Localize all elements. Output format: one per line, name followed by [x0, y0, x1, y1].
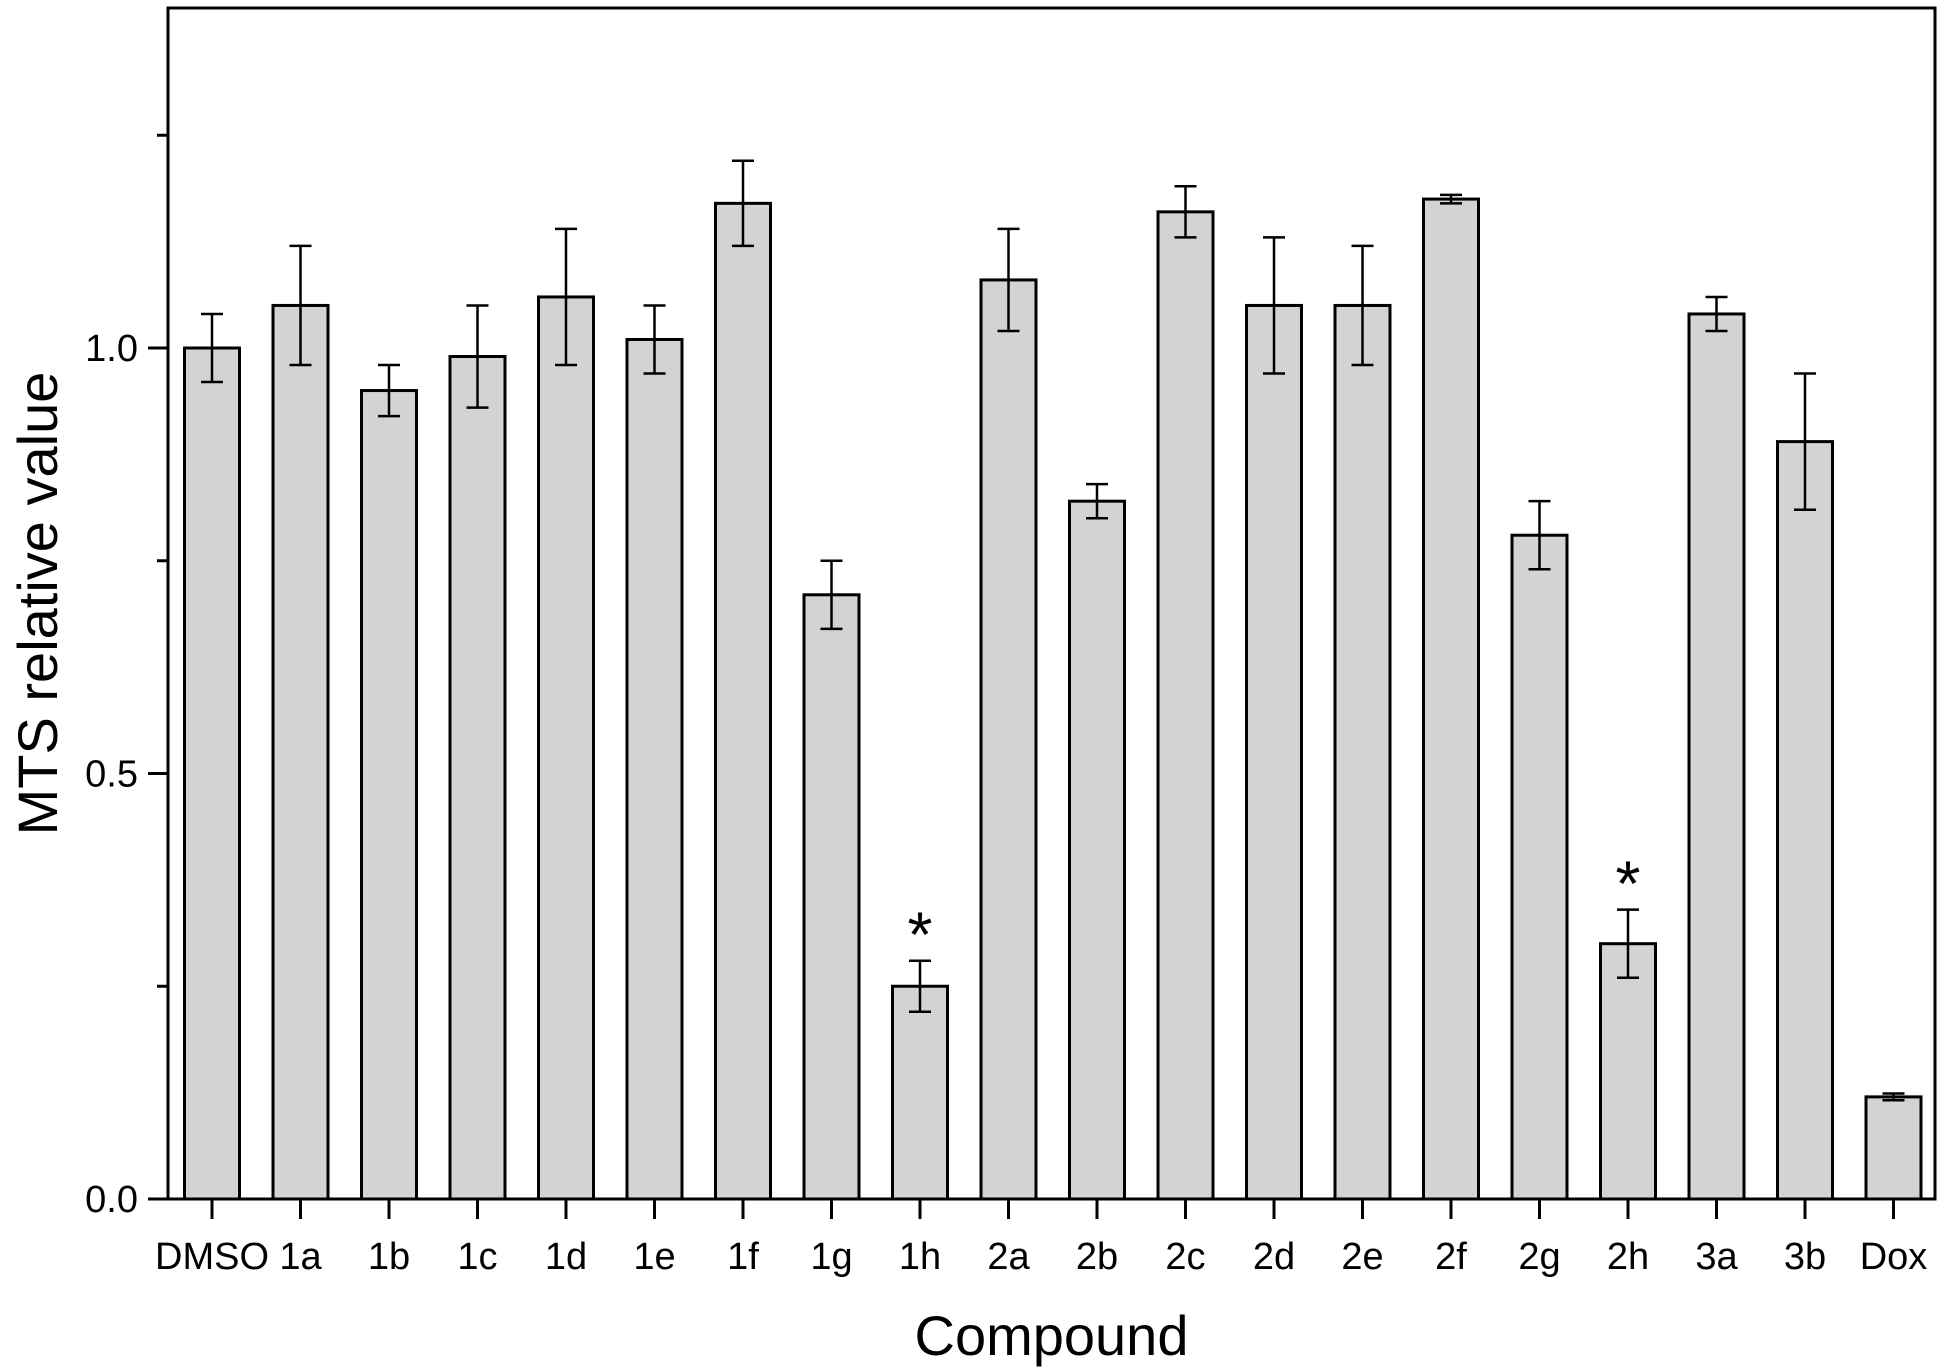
y-tick-label: 0.0 — [85, 1179, 138, 1221]
error-bars-layer — [201, 159, 1905, 1102]
error-bar-2c — [1174, 185, 1197, 239]
error-bar-2f — [1440, 193, 1462, 205]
bar-1h — [891, 984, 949, 1201]
error-bar-2g — [1528, 499, 1551, 571]
x-tick-label-2f: 2f — [1435, 1236, 1467, 1278]
error-bar-3b — [1794, 372, 1816, 511]
error-bar-2d — [1263, 236, 1285, 375]
bar-DMSO — [183, 346, 241, 1201]
error-bar-2e — [1351, 244, 1374, 367]
x-tick-label-1h: 1h — [899, 1236, 941, 1278]
x-tick-label-1c: 1c — [457, 1236, 497, 1278]
x-tick-label-3b: 3b — [1784, 1236, 1826, 1278]
x-tick-label-2e: 2e — [1341, 1236, 1383, 1278]
bar-2h — [1599, 942, 1657, 1201]
bar-2a — [979, 278, 1038, 1201]
bar-2d — [1245, 303, 1303, 1201]
error-bar-1b — [378, 363, 400, 418]
error-bar-1e — [643, 304, 666, 375]
error-bar-2h — [1617, 908, 1639, 979]
error-bar-1g — [820, 559, 843, 631]
significance-marker-1h: * — [908, 899, 933, 971]
error-bar-2b — [1086, 482, 1108, 520]
plot-frame — [166, 6, 1937, 1201]
bar-Dox — [1864, 1095, 1923, 1201]
significance-marker-2h: * — [1616, 848, 1641, 920]
y-axis-label: MTS relative value — [6, 372, 69, 836]
x-tick-label-Dox: Dox — [1860, 1236, 1928, 1278]
error-bar-1c — [466, 304, 489, 409]
bar-2b — [1068, 499, 1126, 1201]
bar-2f — [1422, 197, 1480, 1201]
x-tick-label-2a: 2a — [987, 1236, 1030, 1278]
x-tick-label-2b: 2b — [1076, 1236, 1118, 1278]
x-tick-label-1b: 1b — [368, 1236, 410, 1278]
bar-3a — [1687, 312, 1746, 1201]
error-bar-Dox — [1882, 1092, 1905, 1102]
error-bar-1f — [732, 159, 754, 248]
y-tick-label: 0.5 — [85, 754, 138, 796]
error-bar-1h — [909, 959, 931, 1014]
bar-2g — [1510, 533, 1569, 1201]
error-bar-DMSO — [201, 312, 223, 384]
bar-1b — [360, 389, 418, 1201]
ticks-layer: DMSO 1a 1b 1c 1d 1e 1f 1g 1h 2a 2b 2c 2d 2e 2f 2g 2h 3a 3b… — [85, 133, 1928, 1278]
bar-3b — [1776, 440, 1834, 1201]
x-tick-label-2h: 2h — [1607, 1236, 1649, 1278]
x-tick-label-DMSO: DMSO — [155, 1236, 269, 1278]
x-tick-label-1f: 1f — [727, 1236, 759, 1278]
error-bar-1a — [289, 244, 312, 367]
error-bar-3a — [1705, 295, 1728, 333]
bar-1a — [271, 303, 330, 1201]
x-tick-label-1a: 1a — [279, 1236, 322, 1278]
x-tick-label-2c: 2c — [1165, 1236, 1205, 1278]
x-axis-label: Compound — [915, 1304, 1189, 1367]
error-bar-1d — [555, 227, 577, 367]
bar-2c — [1156, 210, 1215, 1201]
bar-1c — [448, 355, 507, 1201]
error-bar-2a — [997, 227, 1020, 333]
bar-1f — [714, 201, 772, 1201]
axes-layer — [166, 6, 1937, 1201]
x-tick-label-1g: 1g — [810, 1236, 852, 1278]
x-tick-label-2g: 2g — [1518, 1236, 1560, 1278]
significance-layer: ** — [908, 848, 1641, 971]
bar-1g — [802, 593, 861, 1201]
x-tick-label-3a: 3a — [1695, 1236, 1738, 1278]
bar-1d — [537, 295, 595, 1201]
bar-2e — [1333, 303, 1392, 1201]
x-tick-label-1d: 1d — [545, 1236, 587, 1278]
x-tick-label-2d: 2d — [1253, 1236, 1295, 1278]
bar-1e — [625, 337, 684, 1201]
x-tick-label-1e: 1e — [633, 1236, 675, 1278]
bars-layer — [183, 197, 1923, 1201]
y-tick-label: 1.0 — [85, 328, 138, 370]
